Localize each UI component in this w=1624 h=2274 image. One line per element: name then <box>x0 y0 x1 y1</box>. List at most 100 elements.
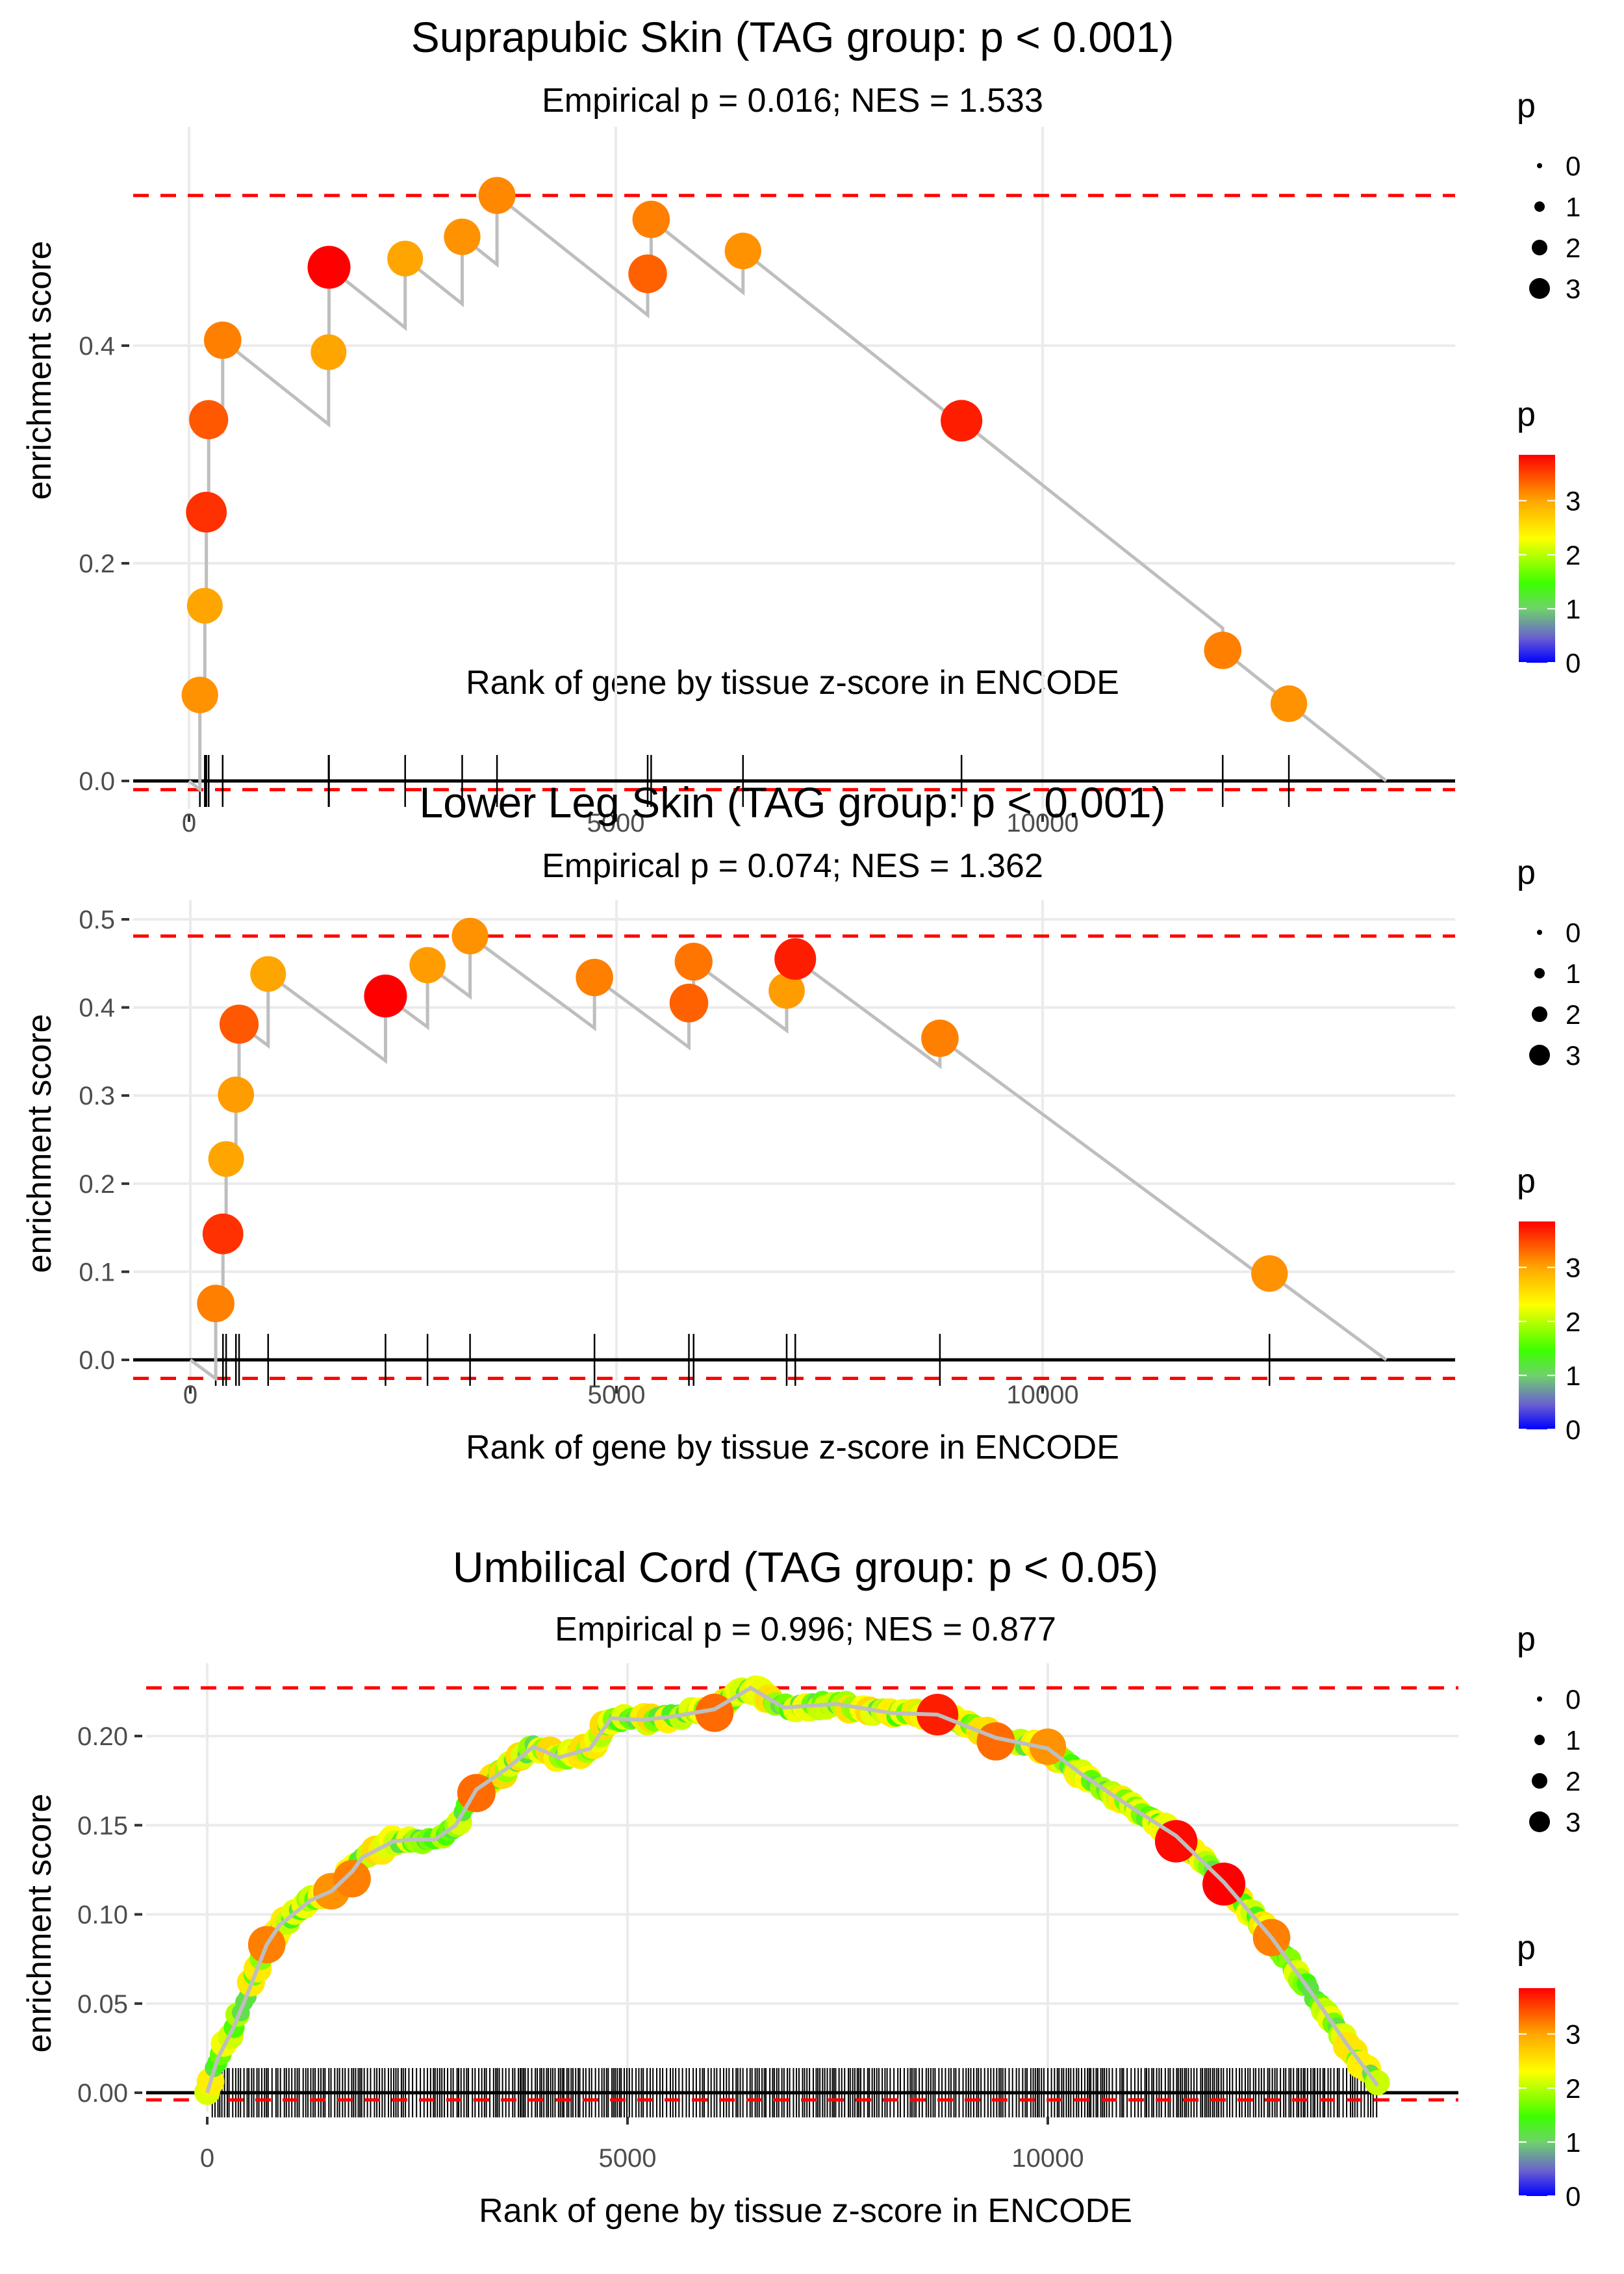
hit-point <box>203 321 242 359</box>
hit-point <box>1270 685 1308 722</box>
hit-point <box>219 1004 259 1044</box>
hit-point <box>307 246 351 289</box>
hit-point <box>181 676 218 713</box>
hit-point <box>218 1077 255 1113</box>
size-legend-title: p <box>1517 87 1536 125</box>
size-legend-dot <box>1529 278 1550 299</box>
color-legend-label: 2 <box>1566 2073 1580 2104</box>
color-legend-title: p <box>1517 396 1536 433</box>
curve-points <box>194 1675 1390 2106</box>
hit-point <box>189 400 229 440</box>
size-legend-dot <box>1534 201 1545 212</box>
hit-point <box>576 958 613 997</box>
panel-3: Umbilical Cord (TAG group: p < 0.05) Emp… <box>21 1543 1458 2230</box>
color-legend-label: 0 <box>1566 1414 1580 1445</box>
hit-point <box>1251 1255 1288 1292</box>
x-tick-label: 10000 <box>1011 2144 1084 2173</box>
size-legend-dot <box>1534 968 1545 978</box>
panel-2-ylabel: enrichment score <box>21 1014 58 1273</box>
y-tick-label: 0.5 <box>79 906 115 934</box>
size-legend-label: 3 <box>1566 1807 1580 1837</box>
y-tick-label: 0.20 <box>77 1722 128 1751</box>
size-legend-label: 2 <box>1566 999 1580 1030</box>
hit-point <box>186 491 227 533</box>
hit-point <box>774 938 817 980</box>
hit-point <box>674 942 713 981</box>
hit-point <box>669 984 709 1023</box>
y-tick-label: 0.2 <box>79 550 115 578</box>
y-tick-label: 0.15 <box>77 1811 128 1840</box>
x-tick-label: 10000 <box>1006 1381 1078 1409</box>
x-tick-label: 0 <box>183 1381 197 1409</box>
size-legend-dot <box>1532 240 1547 255</box>
hit-point <box>387 240 424 277</box>
hit-point <box>208 1141 244 1177</box>
size-legend-label: 2 <box>1566 1766 1580 1796</box>
panel-1-xlabel: Rank of gene by tissue z-score in ENCODE <box>466 664 1119 702</box>
y-tick-label: 0.2 <box>79 1170 115 1199</box>
size-legend-label: 0 <box>1566 1684 1580 1715</box>
hit-point <box>768 973 805 1009</box>
panel-3-subtitle: Empirical p = 0.996; NES = 0.877 <box>555 1611 1056 1648</box>
size-legend-dot <box>1532 1006 1547 1022</box>
color-legend-label: 3 <box>1566 1253 1580 1283</box>
color-legend-label: 3 <box>1566 486 1580 517</box>
y-tick-label: 0.0 <box>79 767 115 796</box>
color-legend-label: 0 <box>1566 2181 1580 2212</box>
color-legend-bar <box>1519 455 1555 663</box>
panel-3-plot: 0 5000 10000 0.00 0.05 0.10 0.15 0.20 <box>77 1663 1458 2173</box>
panel-1-title: Suprapubic Skin (TAG group: p < 0.001) <box>411 13 1174 61</box>
x-tick-label: 0 <box>182 809 196 837</box>
size-legend-dot <box>1537 1696 1542 1702</box>
size-legend-title: p <box>1517 854 1536 891</box>
panel-2-xlabel: Rank of gene by tissue z-score in ENCODE <box>466 1429 1119 1466</box>
y-tick-label: 0.4 <box>79 994 115 1023</box>
x-tick-label: 5000 <box>599 2144 657 2173</box>
y-tick-label: 0.10 <box>77 1901 128 1930</box>
size-legend-label: 0 <box>1566 151 1580 181</box>
color-legend-label: 1 <box>1566 2127 1580 2158</box>
hit-point <box>364 974 407 1017</box>
size-legend-label: 3 <box>1566 274 1580 304</box>
hit-point <box>186 587 223 624</box>
es-curve <box>205 1685 1380 2093</box>
hit-point <box>451 917 488 954</box>
hit-point <box>478 177 516 214</box>
hit-point <box>409 947 446 984</box>
size-legend-dot <box>1529 1045 1550 1066</box>
color-legend-title: p <box>1517 1929 1536 1967</box>
y-tick-label: 0.00 <box>77 2079 128 2108</box>
color-legend-label: 1 <box>1566 1361 1580 1391</box>
x-tick-label: 5000 <box>588 1381 646 1409</box>
panel-3-xlabel: Rank of gene by tissue z-score in ENCODE <box>479 2192 1132 2230</box>
y-tick-label: 0.3 <box>79 1082 115 1110</box>
x-tick-label: 0 <box>200 2144 214 2173</box>
hit-point <box>921 1019 959 1057</box>
highlight-point <box>333 1859 371 1898</box>
hit-point <box>632 200 670 238</box>
panel-1-subtitle: Empirical p = 0.016; NES = 1.533 <box>542 82 1043 120</box>
color-legend-label: 1 <box>1566 594 1580 624</box>
panel-1-plot: 0 5000 10000 0.0 0.2 0.4 <box>79 127 1455 837</box>
panel-2: Lower Leg Skin (TAG group: p < 0.001) Em… <box>21 778 1455 1466</box>
size-legend-label: 1 <box>1566 958 1580 989</box>
panel-1: Suprapubic Skin (TAG group: p < 0.001) E… <box>21 13 1455 837</box>
size-legend-label: 1 <box>1566 192 1580 222</box>
color-legend-label: 2 <box>1566 1307 1580 1337</box>
panel-2-plot: 0 5000 10000 0.0 0.1 0.2 0.3 0.4 0.5 <box>79 900 1455 1409</box>
hit-point <box>202 1213 244 1255</box>
color-legend-label: 3 <box>1566 2019 1580 2050</box>
y-tick-label: 0.1 <box>79 1258 115 1286</box>
size-legend-label: 3 <box>1566 1040 1580 1071</box>
hit-point <box>628 254 667 294</box>
x-tick-label: 5000 <box>587 809 645 837</box>
color-legend-label: 0 <box>1566 648 1580 678</box>
hit-point <box>724 233 761 270</box>
hit-point <box>1204 632 1242 669</box>
panel-1-ylabel: enrichment score <box>21 241 58 500</box>
size-legend-dot <box>1537 930 1542 935</box>
